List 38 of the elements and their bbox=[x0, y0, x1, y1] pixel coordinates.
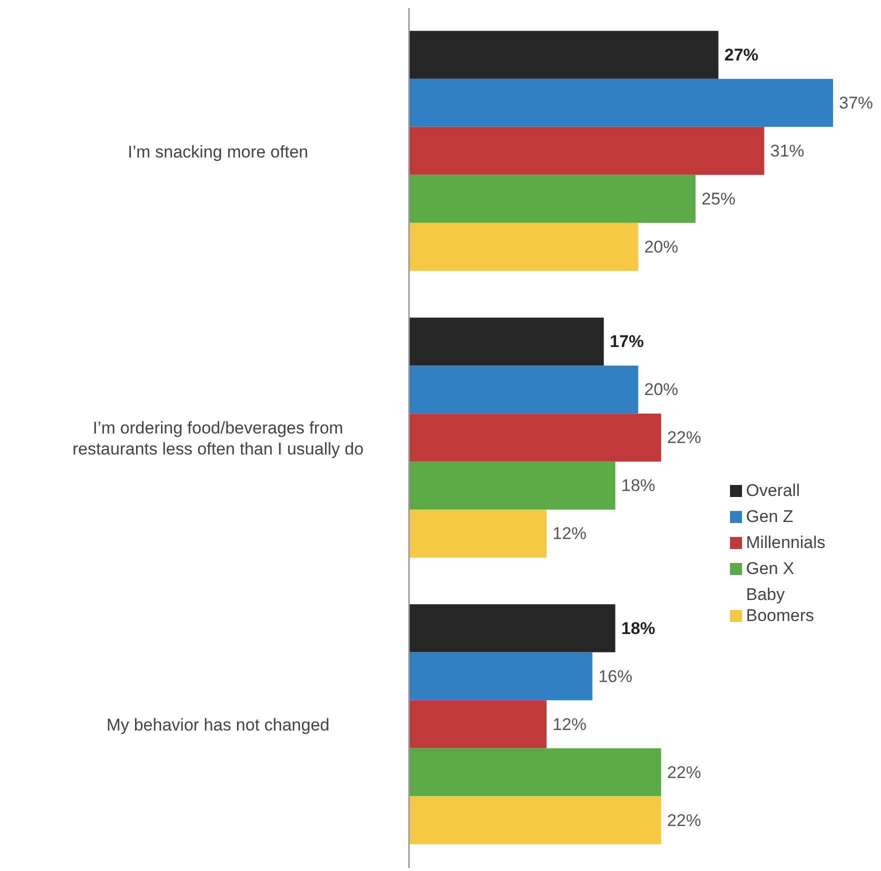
data-label: 16% bbox=[598, 666, 632, 686]
data-label: 37% bbox=[839, 93, 874, 112]
bar bbox=[409, 510, 547, 558]
data-label: 18% bbox=[621, 618, 656, 638]
data-label: 22% bbox=[667, 428, 702, 448]
bar bbox=[409, 126, 764, 175]
y-tick-label: I’m snacking more often bbox=[128, 142, 308, 161]
data-label: 20% bbox=[644, 380, 678, 400]
data-label: 12% bbox=[552, 714, 587, 734]
data-label: 17% bbox=[610, 332, 644, 352]
legend-label: Baby Boomers bbox=[746, 584, 816, 626]
data-label: 18% bbox=[621, 476, 656, 496]
legend-label: Gen Z bbox=[746, 506, 794, 527]
data-label: 31% bbox=[770, 141, 804, 160]
bar bbox=[409, 222, 638, 271]
data-label: 22% bbox=[667, 810, 702, 830]
bar bbox=[409, 414, 662, 462]
data-label: 20% bbox=[644, 237, 678, 256]
data-label: 12% bbox=[552, 524, 587, 544]
bar bbox=[409, 174, 696, 223]
bar bbox=[409, 318, 604, 366]
data-label: 22% bbox=[667, 762, 702, 782]
bar bbox=[409, 462, 616, 510]
legend-label: Gen X bbox=[746, 558, 794, 579]
data-label: 25% bbox=[701, 189, 736, 208]
bar bbox=[409, 366, 638, 414]
data-label: 27% bbox=[724, 45, 758, 64]
legend-label: Overall bbox=[746, 480, 800, 501]
bar bbox=[409, 700, 547, 748]
bar bbox=[409, 796, 662, 844]
bar bbox=[409, 652, 592, 700]
bar bbox=[409, 748, 662, 796]
bar bbox=[409, 604, 616, 652]
y-tick-label: I’m ordering food/beverages from restaurants less often than I usually do bbox=[72, 418, 364, 458]
legend-label: Millennials bbox=[746, 532, 826, 553]
bar bbox=[409, 78, 833, 127]
bar bbox=[409, 30, 718, 79]
y-tick-label: My behavior has not changed bbox=[106, 715, 330, 734]
